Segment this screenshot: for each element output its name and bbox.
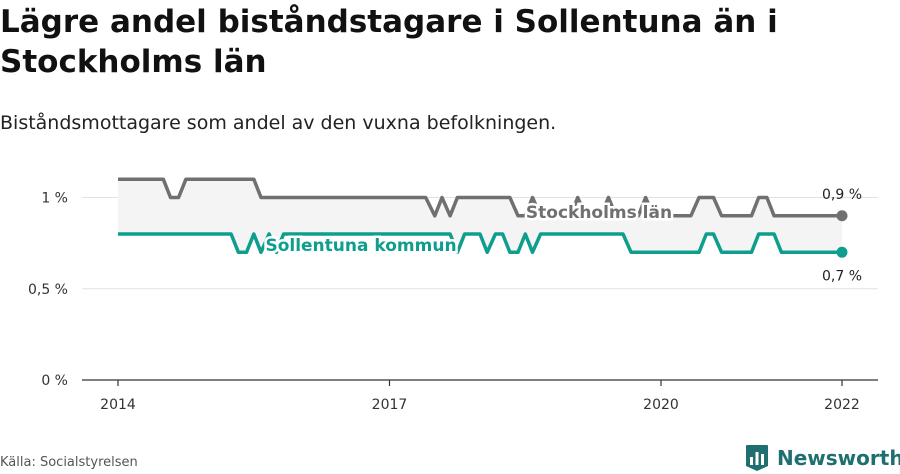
end-point-sollentuna-kommun	[836, 246, 848, 258]
series-line-sollentuna-kommun	[118, 232, 842, 255]
bar-chart-logo-icon	[746, 445, 768, 471]
y-tick-label: 1 %	[41, 191, 68, 207]
y-tick-label: 0,5 %	[28, 282, 68, 298]
y-tick-label: 0 %	[41, 373, 68, 389]
brand-logo: Newsworthy	[745, 443, 900, 473]
x-tick-label: 2020	[643, 397, 679, 413]
series-label-sollentuna-kommun: Sollentuna kommun	[265, 236, 456, 256]
chart-subtitle: Biståndsmottagare som andel av den vuxna…	[0, 112, 557, 134]
chart-title: Lägre andel biståndstagare i Sollentuna …	[0, 4, 778, 80]
series-label-stockholms-lan: Stockholms län	[526, 203, 672, 223]
x-tick-label: 2014	[100, 397, 136, 413]
end-point-stockholms-lan	[836, 210, 848, 222]
brand-name: Newsworthy	[777, 446, 900, 470]
end-label-stockholms-lan: 0,9 %	[822, 187, 862, 203]
x-tick-label: 2022	[824, 397, 860, 413]
end-label-sollentuna-kommun: 0,7 %	[822, 268, 862, 284]
series-line-stockholms-lan	[118, 177, 842, 218]
x-tick-label: 2017	[372, 397, 408, 413]
source-note: Källa: Socialstyrelsen	[0, 455, 138, 470]
line-chart: 0 % 0,5 % 1 % 2014 2017 2020 2022 0,9 % 0,7 % Sto…	[28, 177, 878, 413]
